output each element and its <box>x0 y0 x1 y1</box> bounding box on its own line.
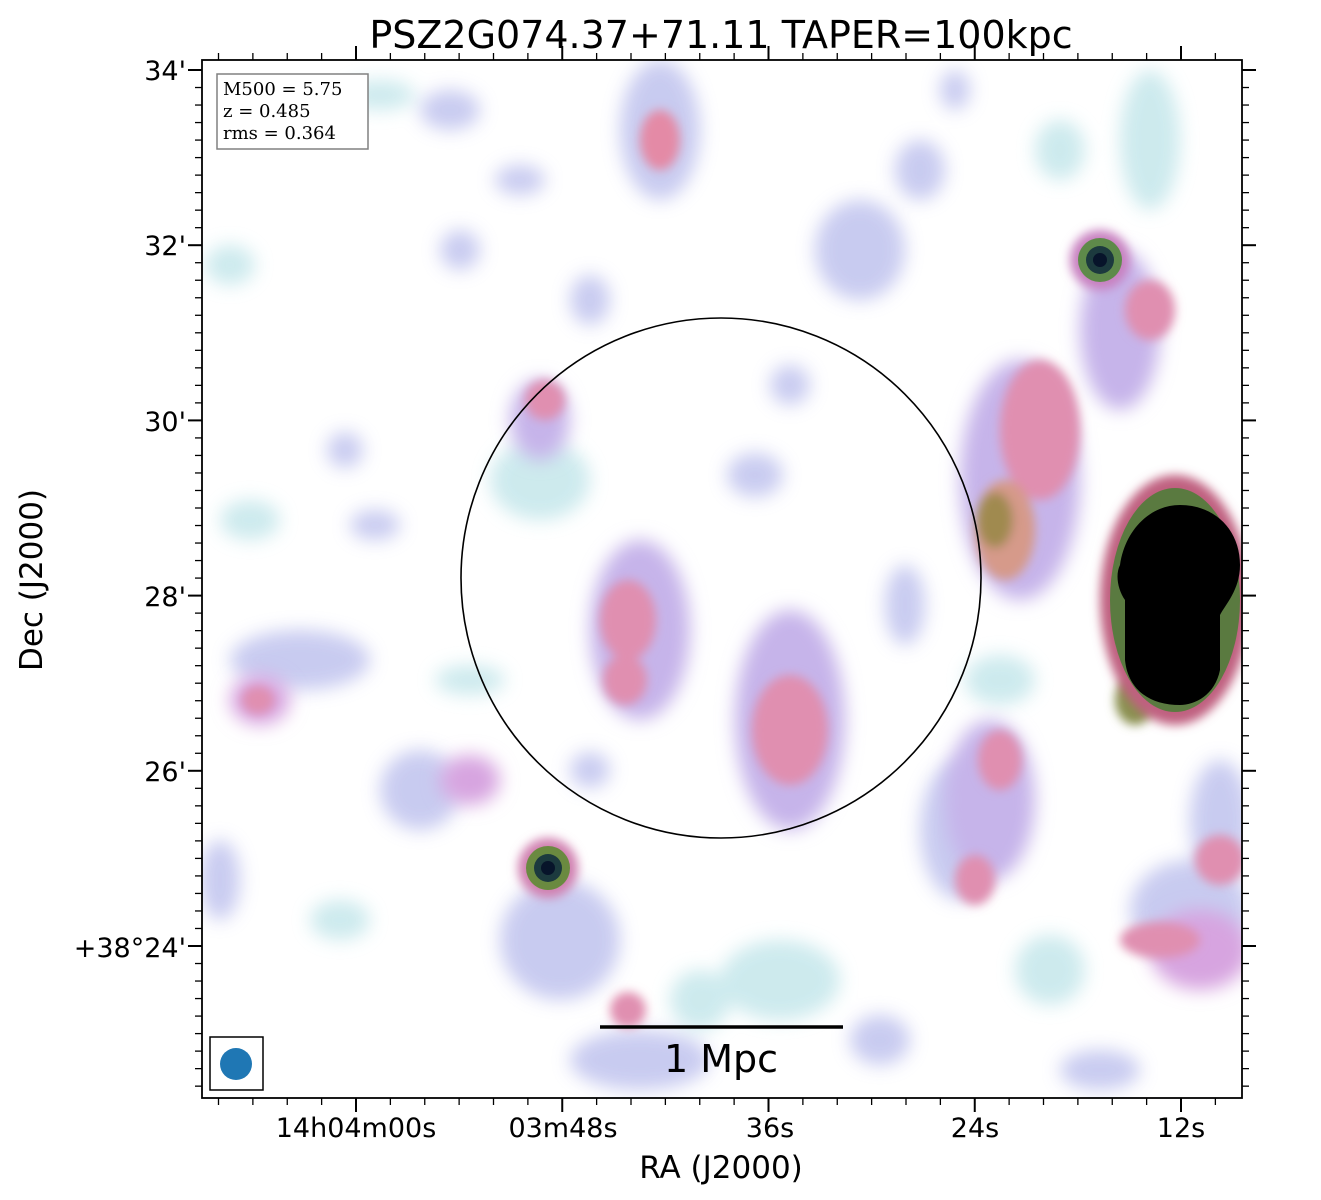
info-rms: rms = 0.364 <box>223 123 336 144</box>
radio-map-image <box>202 60 1242 1098</box>
x-tick-label: 14h04m00s <box>276 1113 437 1144</box>
info-mass: M500 = 5.75 <box>223 79 342 100</box>
x-axis-label: RA (J2000) <box>639 1150 803 1186</box>
scale-bar-label: 1 Mpc <box>664 1037 778 1081</box>
y-tick-label: +38°24' <box>74 933 186 964</box>
x-tick-label: 12s <box>1157 1113 1205 1144</box>
r500-circle <box>460 317 982 839</box>
plot-frame <box>201 59 1243 1099</box>
compact-source-south <box>518 838 578 898</box>
x-tick-label: 03m48s <box>508 1113 617 1144</box>
y-tick-label: 26' <box>144 757 186 788</box>
y-tick-label: 30' <box>144 407 186 438</box>
axis-ticks <box>188 46 1256 1112</box>
x-tick-label: 36s <box>746 1113 794 1144</box>
info-box: M500 = 5.75 z = 0.485 rms = 0.364 <box>216 73 369 150</box>
y-tick-label: 28' <box>144 582 186 613</box>
compact-source-north <box>1070 230 1130 290</box>
y-tick-label: 32' <box>144 231 186 262</box>
beam-ellipse <box>220 1048 252 1080</box>
saturated-source-east <box>1100 475 1242 725</box>
chart-title: PSZ2G074.37+71.11 TAPER=100kpc <box>369 13 1072 57</box>
info-redshift: z = 0.485 <box>223 101 311 122</box>
y-tick-label: 34' <box>144 56 186 87</box>
x-tick-labels: 14h04m00s 03m48s 36s 24s 12s <box>276 1113 1206 1144</box>
scale-bar: 1 Mpc <box>600 1025 843 1081</box>
y-tick-labels: 34' 32' 30' 28' 26' +38°24' <box>74 56 186 964</box>
x-tick-label: 24s <box>951 1113 999 1144</box>
beam-indicator <box>209 1036 264 1091</box>
y-axis-label: Dec (J2000) <box>14 489 50 671</box>
